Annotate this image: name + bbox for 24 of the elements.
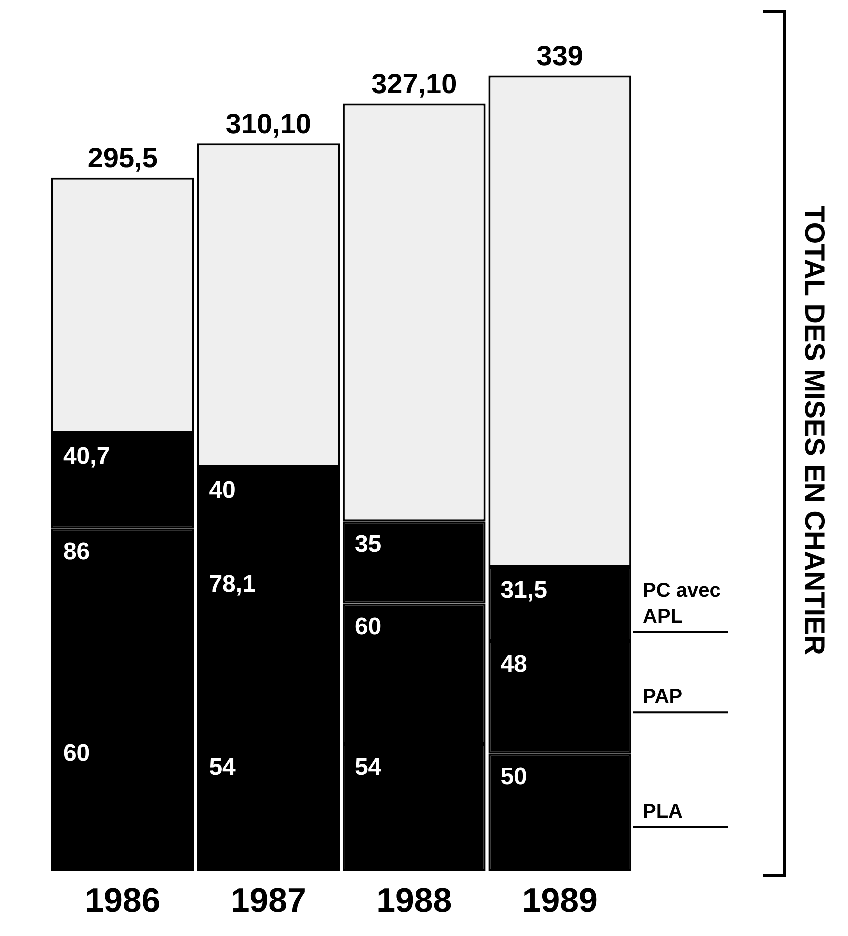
data-label: 31,5 <box>500 576 548 604</box>
data-label: 54 <box>209 754 237 782</box>
x-tick-label: 1989 <box>522 882 598 920</box>
data-label: 40,7 <box>63 442 110 470</box>
data-label: 86 <box>63 538 90 566</box>
data-label: 50 <box>500 764 528 791</box>
total-label: 310,10 <box>226 108 312 140</box>
series-label: PC avec APL <box>643 580 721 628</box>
x-tick-label: 1987 <box>230 882 306 920</box>
data-label: 40 <box>209 477 236 504</box>
data-label: 78,1 <box>209 570 256 598</box>
data-label: 48 <box>500 650 528 678</box>
data-label: 54 <box>354 754 382 782</box>
text: TOTAL DES MISES EN CHANTIER <box>799 206 830 656</box>
series-label: PLA <box>643 801 683 824</box>
data-label: 60 <box>354 613 382 640</box>
total-label: 327,10 <box>372 68 458 100</box>
total-label: 339 <box>536 40 584 72</box>
total-label: 295,5 <box>88 142 158 174</box>
data-label: 35 <box>354 531 382 558</box>
x-tick-label: 1988 <box>376 882 452 920</box>
x-tick-label: 1986 <box>85 882 161 920</box>
series-label: PAP <box>643 686 683 708</box>
data-label: 60 <box>63 740 90 768</box>
